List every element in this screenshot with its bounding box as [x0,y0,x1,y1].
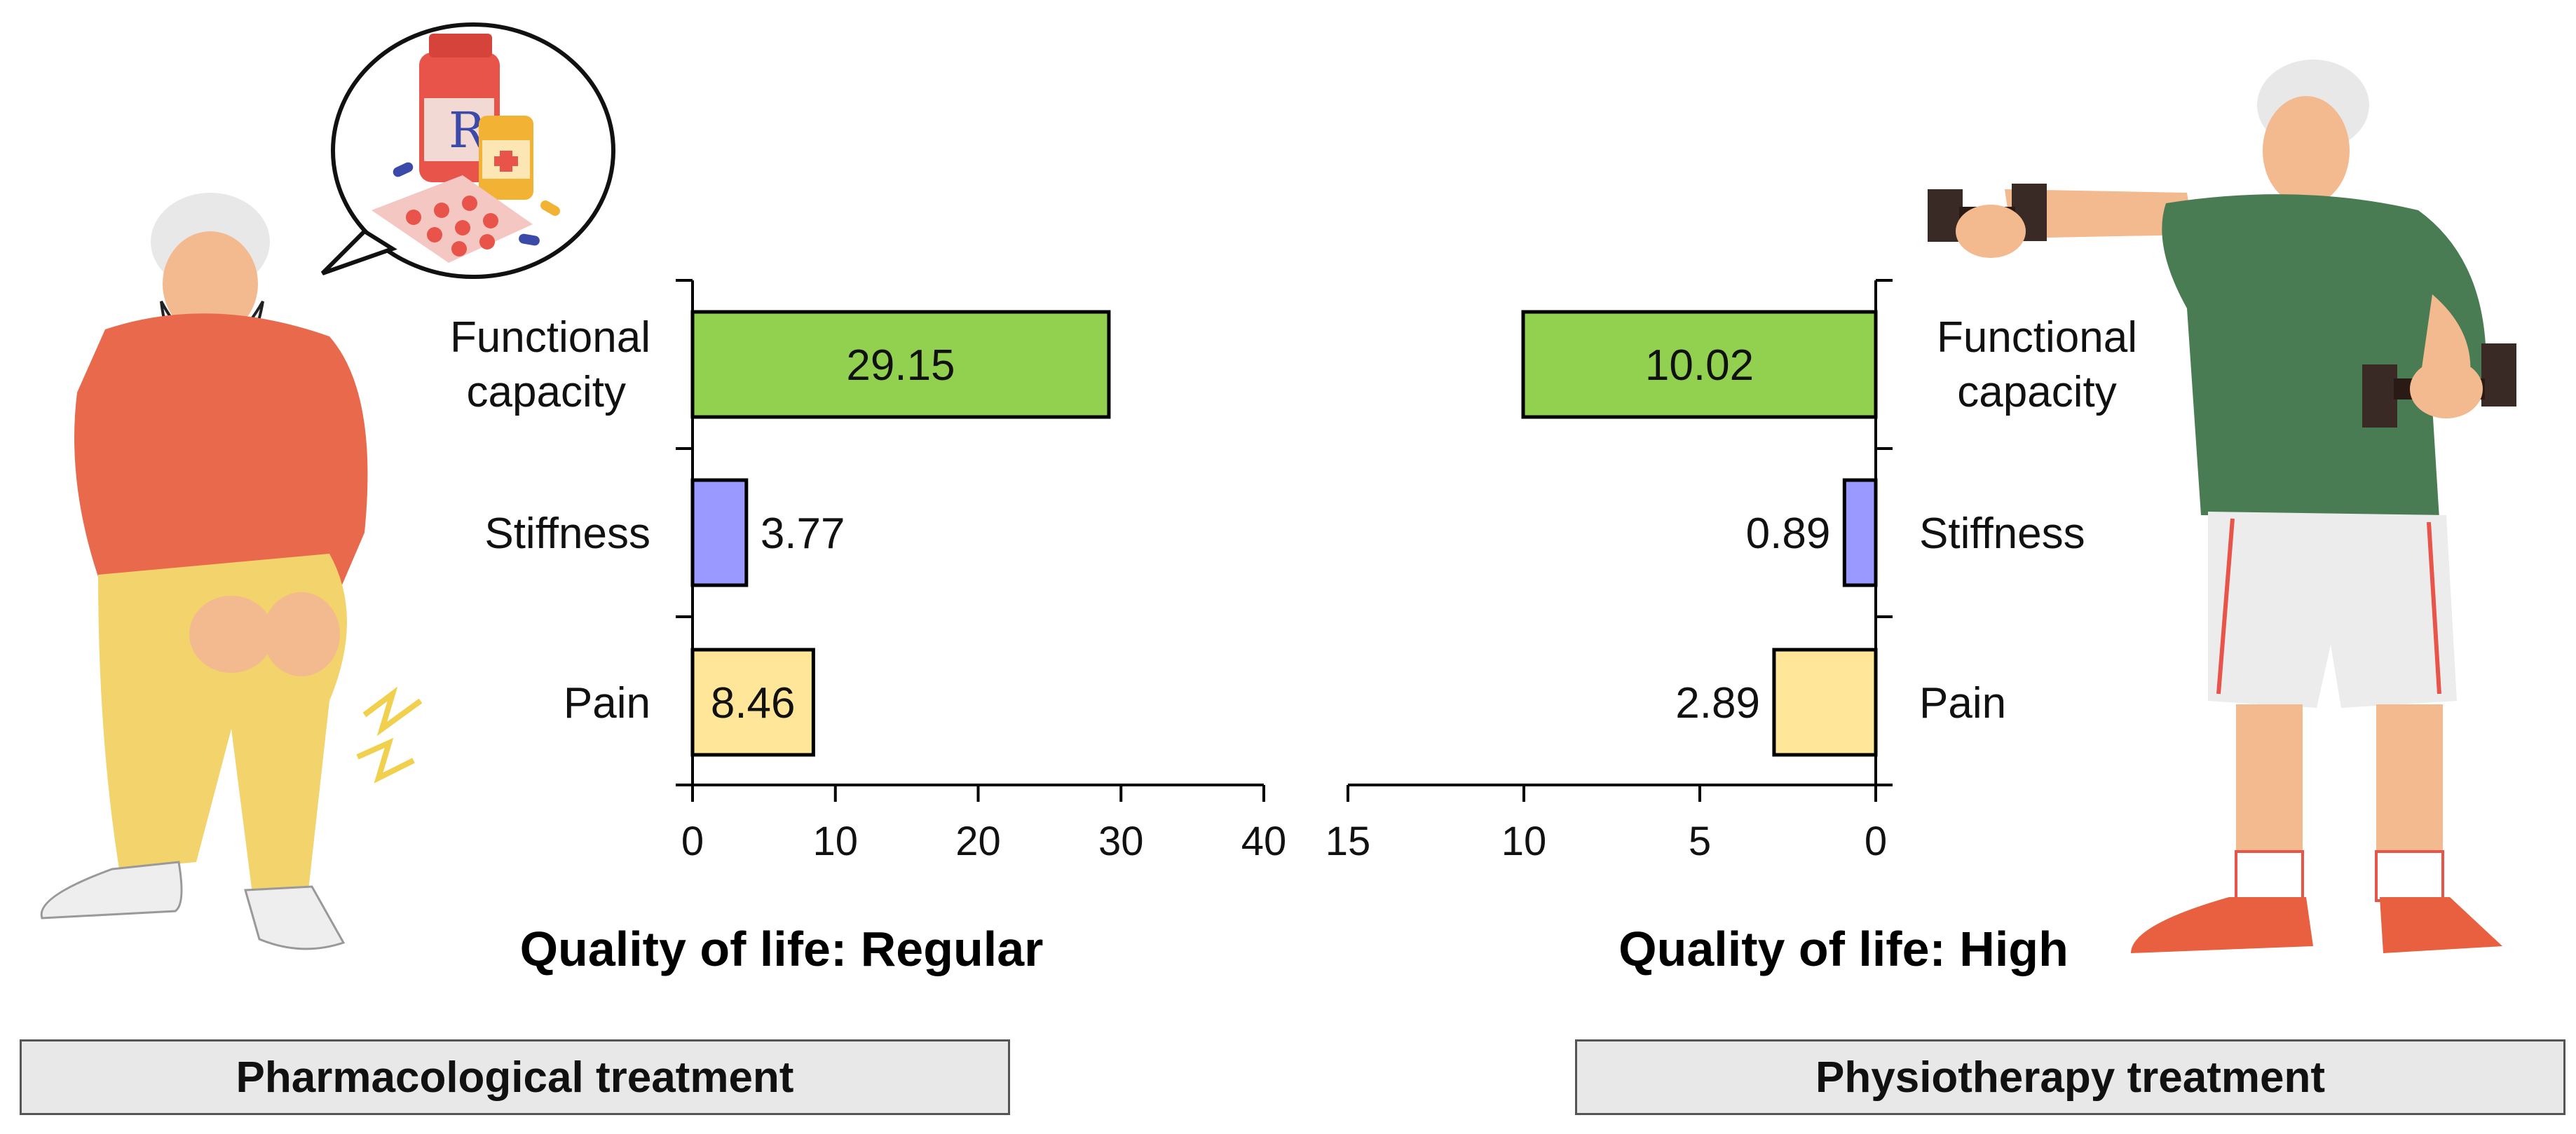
data-label: 3.77 [761,510,845,558]
data-label: 10.02 [1645,341,1754,390]
elderly-man-exercising-dumbbells-illustration [1928,60,2516,953]
x-tick-label: 20 [955,819,1001,864]
x-tick-label: 0 [1865,819,1887,864]
x-tick-label: 30 [1098,819,1144,864]
pharmacological-treatment-label: Pharmacological treatment [236,1053,794,1102]
data-label: 0.89 [1746,510,1831,558]
bar-stiffness [690,478,749,587]
quality-of-life-label: Quality of life: High [1618,922,2069,976]
x-tick-label: 10 [1501,819,1547,864]
data-label: 8.46 [711,679,796,727]
quality-of-life-label: Quality of life: Regular [520,922,1044,976]
bar-stiffness [1842,478,1878,587]
chart-pharmacological: 29.15 3.77 8.46 0 10 20 30 40 Functional capacity… [450,279,1287,976]
category-label: Functional capacity [450,313,650,416]
x-tick-label: 40 [1241,819,1287,864]
bar-functional-capacity [1521,310,1878,419]
x-tick-label: 15 [1326,819,1371,864]
medication-speech-bubble-illustration: R [320,22,615,279]
physiotherapy-treatment-label: Physiotherapy treatment [1815,1053,2325,1102]
x-tick-label: 0 [681,819,704,864]
physiotherapy-treatment-box: Physiotherapy treatment [1575,1039,2565,1115]
elderly-man-knee-pain-illustration [40,193,423,950]
bar-pain [690,648,815,757]
pharmacological-treatment-box: Pharmacological treatment [20,1039,1010,1115]
category-label: Pain [564,679,650,727]
x-tick-label: 5 [1689,819,1711,864]
chart-physiotherapy: 10.02 0.89 2.89 15 10 5 0 Functional capacity Sti… [1326,279,2137,976]
x-tick-label: 10 [812,819,858,864]
category-label: Stiffness [484,510,650,558]
bar-pain [1772,648,1878,757]
category-label: Stiffness [1919,510,2085,558]
category-label: Pain [1919,679,2006,727]
data-label: 29.15 [846,341,955,390]
data-label: 2.89 [1675,679,1760,727]
category-label: Functional capacity [1937,313,2137,416]
bar-functional-capacity [690,310,1111,419]
